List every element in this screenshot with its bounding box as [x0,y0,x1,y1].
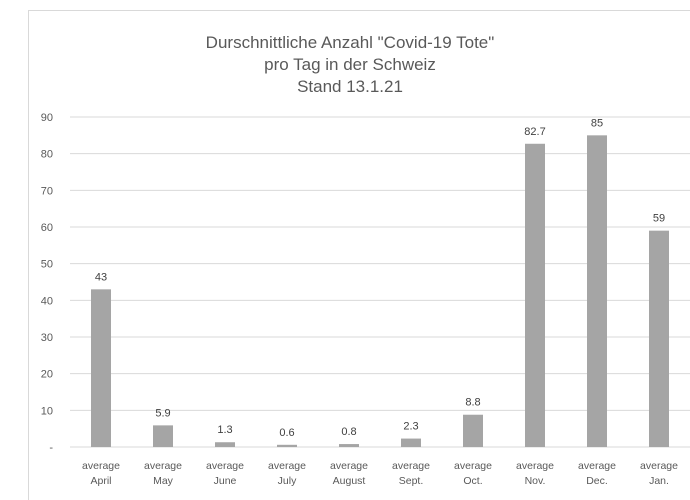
x-tick-label: average [82,460,120,472]
y-tick-label: 50 [41,259,53,271]
y-tick-label: - [49,442,53,454]
data-label: 0.8 [341,426,356,438]
data-label: 1.3 [217,424,232,436]
data-label: 43 [95,271,107,283]
x-tick-label: Dec. [586,475,608,487]
chart-title-line-2: pro Tag in der Schweiz [264,55,436,74]
bar [649,230,669,447]
x-tick-label: June [214,475,237,487]
x-tick-label: average [392,460,430,472]
x-tick-label: average [330,460,368,472]
y-tick-label: 40 [41,295,53,307]
x-tick-label: average [268,460,306,472]
chart-title: Durschnittliche Anzahl "Covid-19 Tote" p… [100,32,600,98]
data-label: 85 [591,117,603,129]
chart-title-line-1: Durschnittliche Anzahl "Covid-19 Tote" [205,33,495,52]
x-tick-label: average [640,460,678,472]
chart-frame [28,10,690,500]
x-tick-label: average [144,460,182,472]
y-tick-label: 70 [41,185,53,197]
bar [339,444,359,447]
x-tick-label: May [153,475,174,487]
x-tick-label: Oct. [463,475,482,487]
x-tick-label: August [333,475,366,487]
data-label: 2.3 [403,421,418,433]
y-tick-label: 30 [41,332,53,344]
bar [525,143,545,447]
x-tick-label: Sept. [399,475,424,487]
y-tick-label: 60 [41,222,53,234]
bar [215,442,235,447]
bar [91,289,111,447]
data-label: 59 [653,213,665,225]
x-tick-label: average [578,460,616,472]
y-tick-label: 10 [41,405,53,417]
data-label: 8.8 [465,397,480,409]
x-tick-label: average [516,460,554,472]
x-tick-label: Jan. [649,475,669,487]
y-tick-label: 80 [41,149,53,161]
x-tick-label: Nov. [525,475,546,487]
x-tick-label: average [454,460,492,472]
x-tick-label: July [278,475,297,487]
bar [153,425,173,447]
bar [401,438,421,447]
data-label: 0.6 [279,427,294,439]
bar [277,444,297,447]
y-tick-label: 20 [41,369,53,381]
bar [587,135,607,448]
x-tick-label: April [90,475,111,487]
data-label: 5.9 [155,407,170,419]
chart-title-line-3: Stand 13.1.21 [297,77,403,96]
bar [463,414,483,447]
y-tick-label: 90 [41,112,53,124]
data-label: 82.7 [524,126,545,138]
x-tick-label: average [206,460,244,472]
